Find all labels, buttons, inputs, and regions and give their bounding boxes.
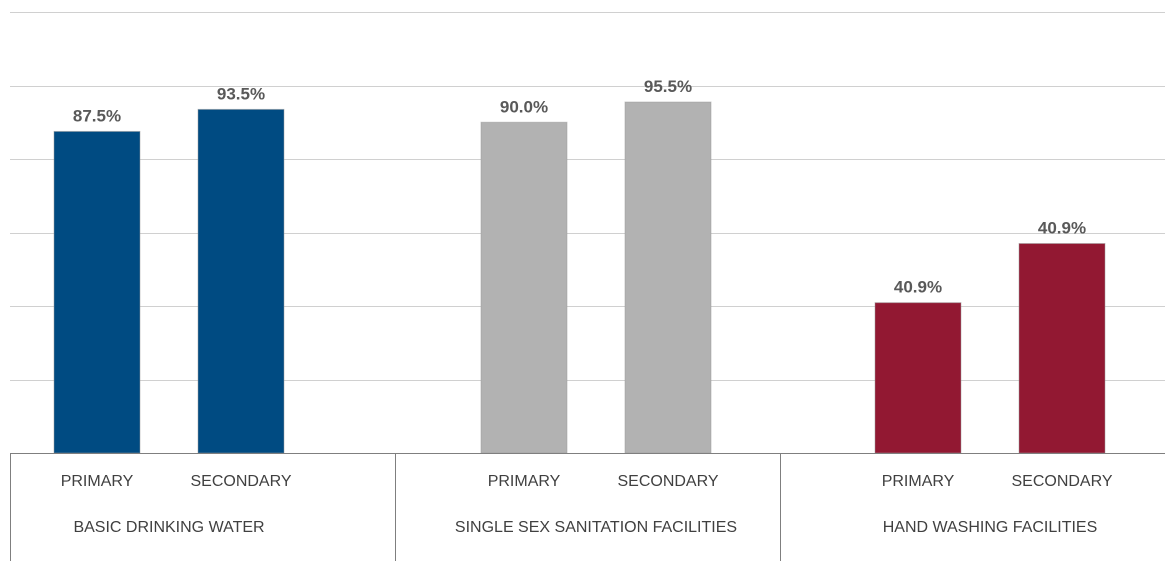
data-label: 90.0% (500, 97, 548, 116)
group-label: BASIC DRINKING WATER (73, 519, 264, 536)
bar (1018, 243, 1106, 454)
category-axis: PRIMARY SECONDARY BASIC DRINKING WATER PRIM… (10, 453, 1165, 561)
gridlines (10, 12, 1165, 381)
data-label: 95.5% (644, 77, 692, 96)
bar (480, 121, 568, 454)
data-label: 87.5% (73, 106, 121, 125)
bar (874, 302, 962, 454)
bar (624, 101, 712, 454)
bar (53, 130, 141, 454)
data-label: 40.9% (1038, 219, 1086, 238)
category-label: PRIMARY (61, 473, 134, 490)
category-label: SECONDARY (1011, 473, 1112, 490)
data-labels: 87.5% 93.5% 90.0% 95.5% 40.9% 40.9% (73, 77, 1086, 297)
category-label: SECONDARY (190, 473, 291, 490)
category-label: PRIMARY (882, 473, 955, 490)
bar (197, 108, 285, 454)
data-label: 93.5% (217, 84, 265, 103)
group-label: SINGLE SEX SANITATION FACILITIES (455, 519, 737, 536)
group-label: HAND WASHING FACILITIES (883, 519, 1098, 536)
category-label: PRIMARY (488, 473, 561, 490)
category-label: SECONDARY (617, 473, 718, 490)
data-label: 40.9% (894, 278, 942, 297)
bars (53, 101, 1106, 454)
